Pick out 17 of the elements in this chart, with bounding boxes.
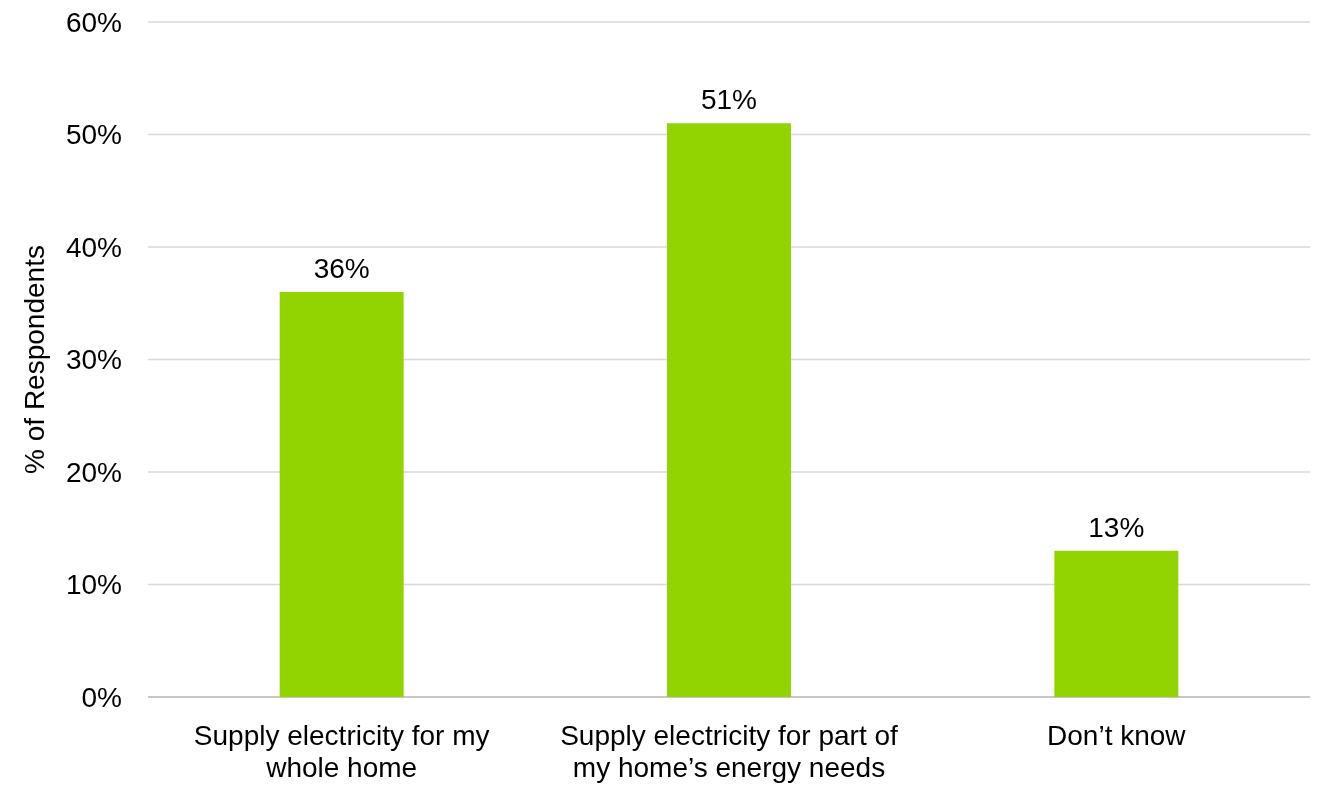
y-tick-label: 40%	[65, 231, 122, 263]
x-tick-label: Supply electricity for part of my home’s energy needs	[560, 720, 899, 783]
y-tick-label: 10%	[65, 569, 122, 601]
x-tick-label: Don’t know	[1047, 720, 1187, 751]
x-tick-label: Supply electricity for my whole home	[193, 720, 490, 783]
y-tick-label: 50%	[65, 119, 122, 151]
y-axis-title: % of Respondents	[19, 245, 50, 474]
y-tick-label: 30%	[65, 344, 122, 376]
y-tick-label: 60%	[65, 6, 122, 38]
bar	[279, 292, 404, 697]
data-label: 51%	[700, 84, 758, 116]
y-tick-label: 0%	[81, 681, 122, 713]
data-label: 13%	[1088, 511, 1145, 543]
data-label: 36%	[313, 253, 370, 284]
y-tick-label: 20%	[65, 456, 122, 488]
bar	[1054, 550, 1179, 697]
bar	[667, 123, 791, 697]
